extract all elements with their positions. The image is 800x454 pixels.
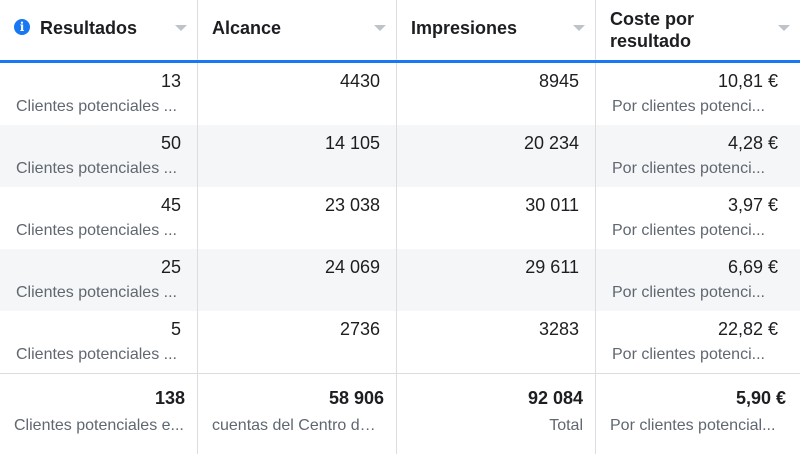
column-header-results[interactable]: i Resultados	[0, 0, 198, 60]
column-header-cost-per-result[interactable]: Coste por resultado	[596, 0, 800, 60]
impressions-cell: 20 234	[397, 125, 596, 187]
cost-type: Por clientes potenci...	[612, 222, 765, 239]
cost-cell: 3,97 € Por clientes potenci...	[596, 187, 800, 249]
column-header-label: Alcance	[212, 18, 282, 38]
cost-cell: 22,82 € Por clientes potenci...	[596, 311, 800, 373]
cost-type: Por clientes potenci...	[612, 98, 765, 115]
cost-value: 3,97 €	[727, 195, 778, 215]
total-cost-cell: 5,90 € Por clientes potencial...	[596, 374, 800, 454]
table-row: 45 Clientes potenciales ... 23 038 30 01…	[0, 187, 800, 249]
total-results-cell: 138 Clientes potenciales e...	[0, 374, 198, 454]
total-reach-type: cuentas del Centro de ...	[212, 417, 384, 434]
table-row: 25 Clientes potenciales ... 24 069 29 61…	[0, 249, 800, 311]
results-cell: 50 Clientes potenciales ...	[0, 125, 198, 187]
total-impressions-value: 92 084	[527, 388, 583, 408]
column-header-reach[interactable]: Alcance	[198, 0, 397, 60]
reach-cell: 2736	[198, 311, 397, 373]
table-row: 50 Clientes potenciales ... 14 105 20 23…	[0, 125, 800, 187]
cost-type: Por clientes potenci...	[612, 284, 765, 301]
totals-row: 138 Clientes potenciales e... 58 906 cue…	[0, 373, 800, 454]
total-results-value: 138	[154, 388, 185, 408]
total-reach-cell: 58 906 cuentas del Centro de ...	[198, 374, 397, 454]
total-cost-value: 5,90 €	[735, 388, 786, 408]
cost-type: Por clientes potenci...	[612, 160, 765, 177]
impressions-cell: 8945	[397, 63, 596, 125]
column-header-impressions[interactable]: Impresiones	[397, 0, 596, 60]
info-icon[interactable]: i	[14, 19, 30, 35]
results-type: Clientes potenciales ...	[16, 284, 177, 301]
cost-cell: 4,28 € Por clientes potenci...	[596, 125, 800, 187]
results-cell: 45 Clientes potenciales ...	[0, 187, 198, 249]
results-value: 13	[160, 71, 181, 91]
reach-cell: 24 069	[198, 249, 397, 311]
impressions-cell: 29 611	[397, 249, 596, 311]
cost-cell: 6,69 € Por clientes potenci...	[596, 249, 800, 311]
results-type: Clientes potenciales ...	[16, 98, 177, 115]
reach-value: 24 069	[324, 257, 380, 277]
results-value: 45	[160, 195, 181, 215]
reach-value: 4430	[339, 71, 380, 91]
results-value: 50	[160, 133, 181, 153]
impressions-value: 8945	[538, 71, 579, 91]
results-type: Clientes potenciales ...	[16, 222, 177, 239]
reach-value: 2736	[339, 319, 380, 339]
total-cost-type: Por clientes potencial...	[610, 417, 776, 434]
reach-value: 23 038	[324, 195, 380, 215]
total-impressions-type: Total	[549, 417, 583, 434]
total-results-type: Clientes potenciales e...	[14, 417, 184, 434]
reach-cell: 14 105	[198, 125, 397, 187]
table-row: 5 Clientes potenciales ... 2736 3283 22,…	[0, 311, 800, 373]
column-header-label: Coste por resultado	[610, 8, 694, 52]
total-impressions-cell: 92 084 Total	[397, 374, 596, 454]
reach-cell: 4430	[198, 63, 397, 125]
results-cell: 5 Clientes potenciales ...	[0, 311, 198, 373]
cost-value: 6,69 €	[727, 257, 778, 277]
cost-cell: 10,81 € Por clientes potenci...	[596, 63, 800, 125]
cost-value: 4,28 €	[727, 133, 778, 153]
results-cell: 13 Clientes potenciales ...	[0, 63, 198, 125]
cost-value: 22,82 €	[717, 319, 778, 339]
column-header-label-line1: Coste por	[610, 9, 695, 29]
results-type: Clientes potenciales ...	[16, 346, 177, 363]
column-header-label: Resultados	[40, 18, 138, 38]
table-header: i Resultados Alcance Impresiones Coste p…	[0, 0, 800, 63]
table-row: 13 Clientes potenciales ... 4430 8945 10…	[0, 63, 800, 125]
sort-caret-icon[interactable]	[175, 25, 187, 31]
results-value: 5	[170, 319, 181, 339]
results-cell: 25 Clientes potenciales ...	[0, 249, 198, 311]
impressions-value: 30 011	[525, 195, 579, 215]
sort-caret-icon[interactable]	[374, 25, 386, 31]
reach-cell: 23 038	[198, 187, 397, 249]
impressions-value: 20 234	[523, 133, 579, 153]
column-header-label-line2: resultado	[610, 31, 692, 51]
cost-value: 10,81 €	[717, 71, 778, 91]
reach-value: 14 105	[324, 133, 380, 153]
impressions-value: 3283	[538, 319, 579, 339]
total-reach-value: 58 906	[328, 388, 384, 408]
impressions-cell: 3283	[397, 311, 596, 373]
column-header-label: Impresiones	[411, 18, 518, 38]
impressions-cell: 30 011	[397, 187, 596, 249]
impressions-value: 29 611	[525, 257, 579, 277]
cost-type: Por clientes potenci...	[612, 346, 765, 363]
results-value: 25	[160, 257, 181, 277]
sort-caret-icon[interactable]	[573, 25, 585, 31]
sort-caret-icon[interactable]	[778, 25, 790, 31]
results-type: Clientes potenciales ...	[16, 160, 177, 177]
